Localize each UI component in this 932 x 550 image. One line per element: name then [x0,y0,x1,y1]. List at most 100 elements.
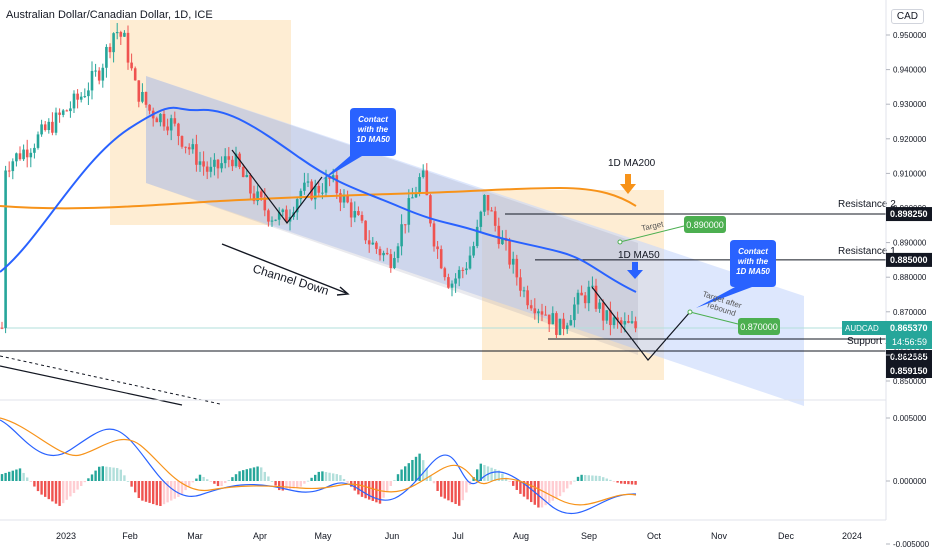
candle-body [173,118,177,124]
candle-body [133,68,137,81]
candle-body [155,118,159,123]
candle-body [220,163,223,169]
candle-body [54,112,58,133]
candle-body [454,278,457,284]
candle-body [277,212,281,220]
candle-body [375,242,378,249]
macd-bar [551,481,554,501]
candle-body [184,146,187,148]
callout-1-text: Contact with the 1D MA50 [356,115,390,144]
candle-body [47,121,51,131]
macd-bar [623,481,626,484]
macd-bar [454,481,457,504]
candle-body [396,246,400,259]
target-tag [684,216,726,233]
macd-bar [227,480,230,481]
macd-bar [90,474,94,481]
macd-bar [584,475,587,481]
candle-body [256,191,259,202]
candle-body [468,255,472,269]
macd-bar [278,481,281,491]
macd-bar [400,469,403,481]
candle-body [497,225,501,245]
macd-bar [54,481,58,504]
candle-body [619,320,623,325]
macd-bar [332,473,335,481]
candle-body [252,193,256,202]
candle-body [522,290,526,292]
price-tick-label: 0.850000 [893,377,927,386]
resistance-2-price-tag-text: 0.898250 [890,209,928,219]
candle-body [331,175,335,179]
ma200-label: 1D MA200 [608,158,656,169]
candle-body [7,170,11,172]
candle-body [0,327,4,329]
macd-bar [303,481,306,484]
macd-bar [443,481,446,499]
candle-body [40,124,43,135]
candle-body [508,240,511,265]
price-tick-label: 0.910000 [893,169,927,178]
price-tick-label: 0.930000 [893,100,927,109]
candle-body [357,211,360,215]
macd-bar [519,481,522,494]
candle-body [202,161,205,167]
macd-bar [141,481,144,501]
candle-body [436,246,439,250]
macd-bar [209,481,212,482]
candle-body [461,269,465,271]
macd-bar [242,470,245,481]
last-symbol-tag [842,321,886,335]
macd-bar [418,453,421,481]
macd-bar [263,471,266,481]
callout-bubble-1 [322,108,396,180]
macd-bar [112,467,115,481]
macd-bar [173,481,176,499]
candle-body [562,318,565,329]
candle-body [450,283,454,288]
time-tick-label: Nov [711,531,728,541]
candle-body [72,93,76,109]
candle-body [69,108,72,112]
candle-body [558,318,562,335]
macd-bar [450,481,454,503]
candle-body [22,149,25,160]
candle-body [94,70,97,72]
time-tick-label: Apr [253,531,267,541]
macd-bar [508,481,511,482]
candle-body [18,153,22,160]
candle-body [591,285,594,287]
macd-bar [22,472,25,481]
candle-body [421,170,425,178]
macd-bar [252,467,256,481]
macd-bar [148,481,151,503]
candle-body [576,292,580,305]
price-tick-label: 0.950000 [893,31,927,40]
currency-badge[interactable]: CAD [890,9,924,24]
candle-body [393,258,396,269]
candle-body [79,96,83,100]
macd-bar [134,481,137,493]
macd-bar [494,469,497,481]
rebound-dot [687,309,693,315]
candle-body [483,194,486,212]
target-tag-text: 0.890000 [686,220,724,230]
macd-bar [234,474,238,481]
macd-bar [0,474,4,481]
macd-bar [479,463,482,481]
macd-bar [274,481,277,486]
candle-body [587,286,591,304]
macd-bar [461,481,464,501]
channel-shade [146,76,638,355]
candle-body [144,91,148,105]
time-tick-label: Dec [778,531,795,541]
channel-down [146,76,804,406]
macd-bar [116,468,119,481]
candle-body [573,304,576,321]
candle-body [299,190,303,200]
last-price-tag [886,321,932,349]
macd-bar [602,477,605,481]
candle-body [501,238,504,245]
zigzag-1 [231,149,323,224]
